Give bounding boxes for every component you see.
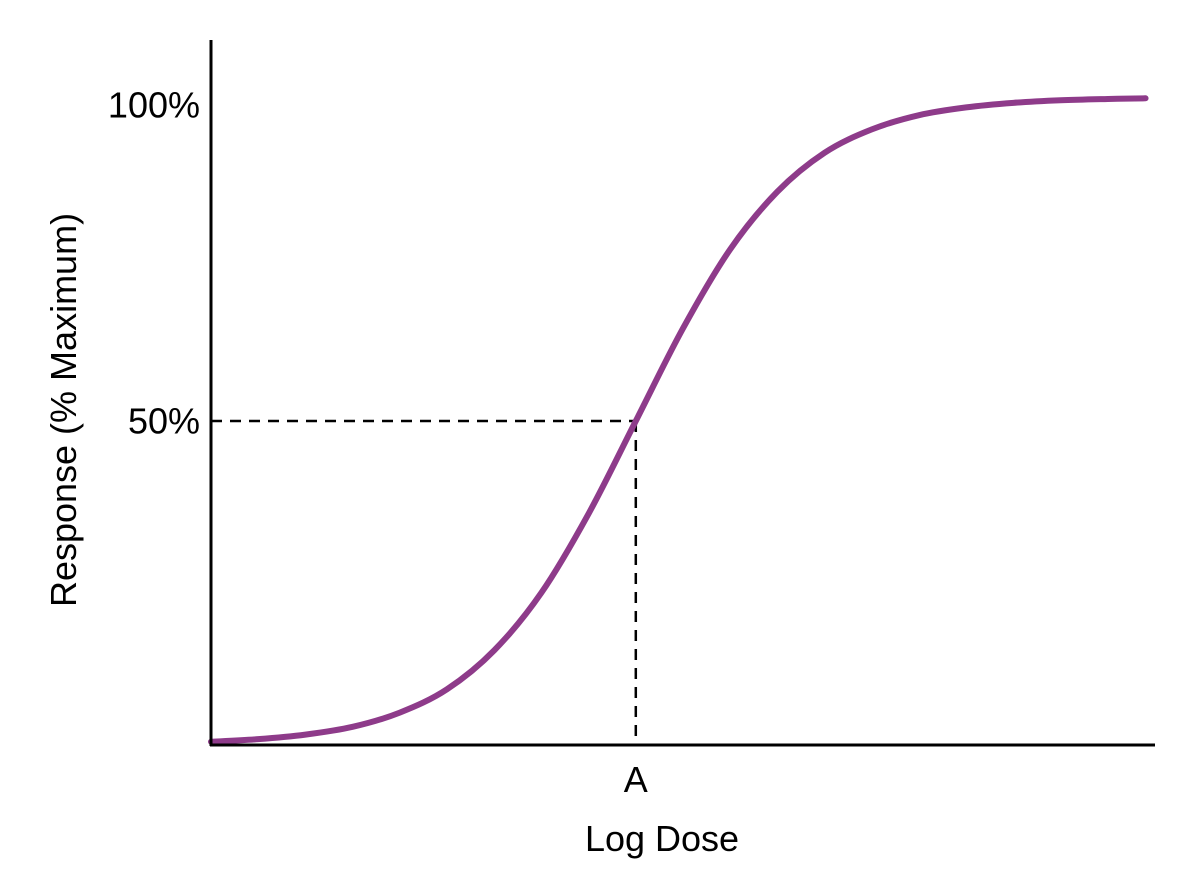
- dose-response-curve: [208, 95, 1149, 745]
- y-tick-label-50: 50%: [128, 401, 200, 442]
- x-axis-label: Log Dose: [585, 818, 739, 859]
- y-tick-label-100: 100%: [108, 85, 200, 126]
- y-axis-label: Response (% Maximum): [43, 213, 84, 607]
- x-tick-label-a: A: [624, 759, 648, 800]
